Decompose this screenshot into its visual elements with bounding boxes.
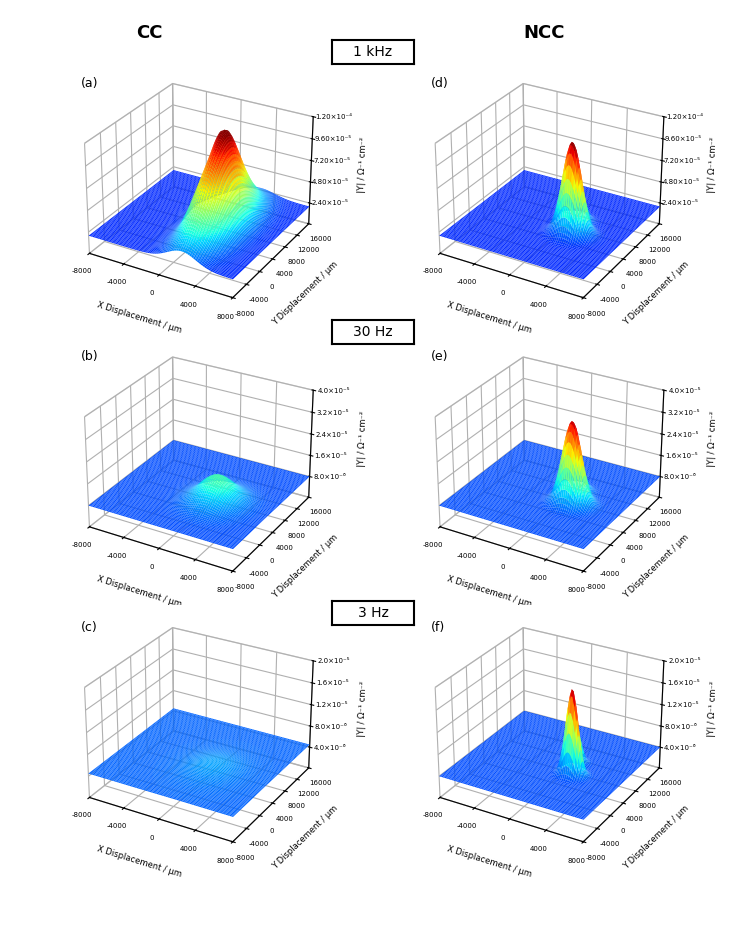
Text: (a): (a) — [81, 76, 98, 90]
X-axis label: X Displacement / μm: X Displacement / μm — [95, 845, 183, 879]
X-axis label: X Displacement / μm: X Displacement / μm — [446, 845, 533, 879]
Text: 30 Hz: 30 Hz — [353, 325, 393, 339]
Y-axis label: Y Displacement / μm: Y Displacement / μm — [271, 803, 340, 871]
Text: (d): (d) — [431, 76, 449, 90]
Text: 3 Hz: 3 Hz — [357, 606, 389, 620]
Text: CC: CC — [136, 24, 163, 41]
Text: 1 kHz: 1 kHz — [354, 45, 392, 58]
Text: NCC: NCC — [524, 24, 565, 41]
X-axis label: X Displacement / μm: X Displacement / μm — [95, 574, 183, 608]
Y-axis label: Y Displacement / μm: Y Displacement / μm — [621, 803, 691, 871]
Y-axis label: Y Displacement / μm: Y Displacement / μm — [271, 259, 340, 327]
Y-axis label: Y Displacement / μm: Y Displacement / μm — [271, 533, 340, 601]
Y-axis label: Y Displacement / μm: Y Displacement / μm — [621, 259, 691, 327]
Text: (f): (f) — [431, 620, 445, 634]
Text: (c): (c) — [81, 620, 97, 634]
X-axis label: X Displacement / μm: X Displacement / μm — [95, 301, 183, 335]
X-axis label: X Displacement / μm: X Displacement / μm — [446, 301, 533, 335]
Text: (e): (e) — [431, 350, 448, 363]
X-axis label: X Displacement / μm: X Displacement / μm — [446, 574, 533, 608]
Text: (b): (b) — [81, 350, 98, 363]
Y-axis label: Y Displacement / μm: Y Displacement / μm — [621, 533, 691, 601]
